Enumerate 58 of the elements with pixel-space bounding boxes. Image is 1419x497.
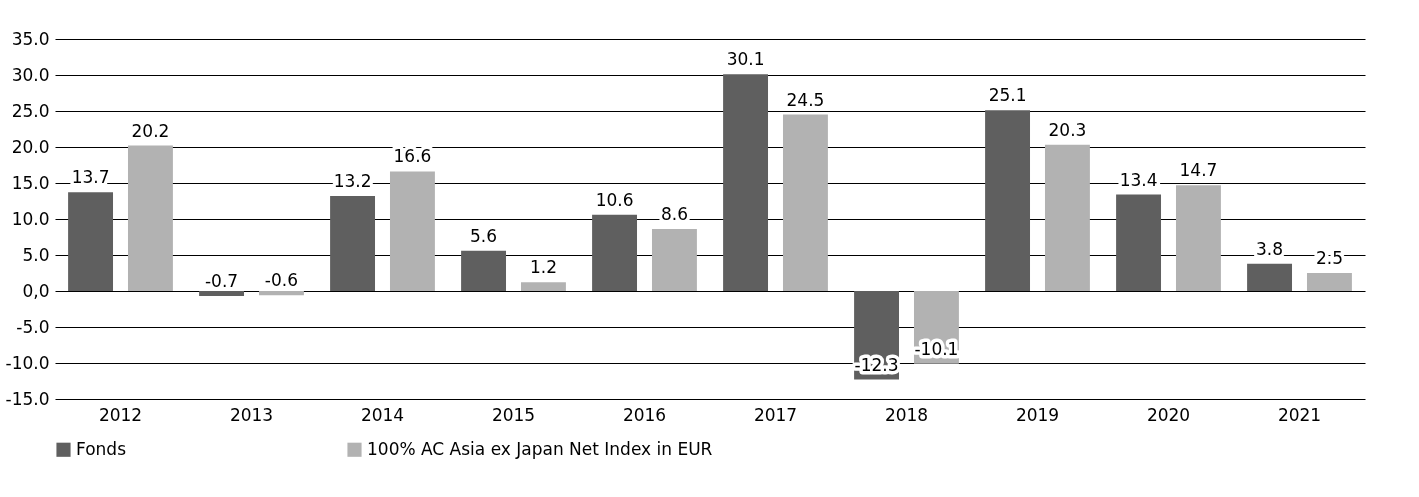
bar [199,291,245,297]
bar [1116,194,1162,291]
data-label: 30.1 [726,49,765,70]
data-label: -0.7 [204,271,239,292]
x-tick-label: 2012 [98,404,143,425]
bar [68,192,114,291]
x-tick-label: 2017 [753,404,798,425]
x-tick-label: 2015 [491,404,536,425]
legend-label: 100% AC Asia ex Japan Net Index in EUR [367,438,713,459]
bar [127,145,173,291]
bar [723,74,769,291]
data-label: 24.5 [786,89,825,110]
data-label: 20.2 [131,120,170,141]
bar [461,250,507,291]
data-label: 10.6 [595,189,634,210]
bar [1044,144,1090,291]
y-tick-label: 30.0 [11,64,50,85]
y-tick-label: -10.0 [5,352,50,373]
y-tick-label: 0,0 [22,280,50,301]
bar [782,114,828,291]
bar [592,214,638,291]
data-label: 16.6 [393,146,432,167]
x-tick-label: 2016 [622,404,667,425]
x-tick-label: 2014 [360,404,405,425]
data-label: 13.7 [71,167,110,188]
data-label: 20.3 [1048,119,1087,140]
data-label: -0.6 [264,270,299,291]
y-tick-label: 20.0 [11,136,50,157]
y-tick-label: 5.0 [22,244,50,265]
data-label: 1.2 [529,257,557,278]
data-label: 3.8 [1256,238,1284,259]
x-tick-label: 2020 [1146,404,1191,425]
y-tick-label: 25.0 [11,100,50,121]
y-tick-label: -5.0 [16,316,50,337]
data-label: -12.3 [854,354,899,375]
data-label: 8.6 [660,204,688,225]
data-label: 14.7 [1179,160,1218,181]
y-tick-label: -15.0 [5,388,50,409]
bar [389,171,435,291]
y-tick-label: 10.0 [11,208,50,229]
bar [258,291,304,296]
bar [520,282,566,291]
x-tick-label: 2013 [229,404,274,425]
bar [330,195,376,291]
bar [651,229,697,291]
data-label: 5.6 [470,225,498,246]
data-label: -10.1 [914,338,959,359]
bar [985,110,1031,291]
data-label: 25.1 [988,85,1027,106]
x-tick-label: 2019 [1015,404,1060,425]
x-tick-label: 2018 [884,404,929,425]
bar [1247,263,1293,291]
legend-label: Fonds [76,438,127,459]
bar [1175,185,1221,291]
x-tick-label: 2021 [1277,404,1322,425]
bar [1306,273,1352,291]
y-tick-label: 35.0 [11,28,50,49]
y-tick-label: 15.0 [11,172,50,193]
